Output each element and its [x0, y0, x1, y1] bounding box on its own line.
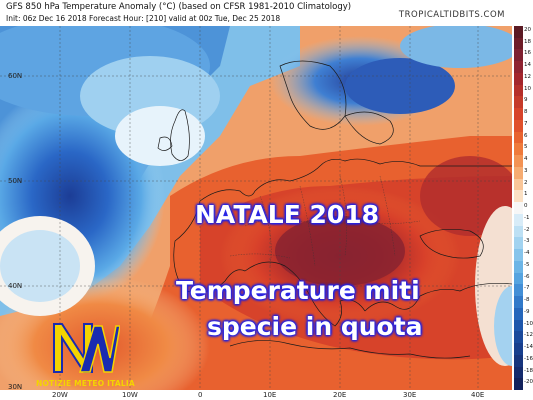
logo-nm-icon	[53, 323, 121, 373]
scale-swatch	[514, 178, 523, 191]
scale-swatch	[514, 84, 523, 97]
graticule	[0, 26, 512, 390]
scale-label: -5	[524, 261, 530, 268]
scale-label: 3	[524, 167, 528, 174]
scale-swatch	[514, 307, 523, 321]
scale-swatch	[514, 366, 523, 379]
scale-label: 20	[524, 27, 531, 33]
scale-swatch	[514, 166, 523, 180]
scale-swatch	[514, 284, 523, 297]
lat-label-60n: 60N	[8, 72, 23, 80]
scale-label: 6	[524, 132, 528, 139]
scale-swatch	[514, 260, 523, 274]
logo-text: NOTIZIE METEO ITALIA	[36, 379, 135, 388]
scale-label: -12	[524, 332, 533, 339]
scale-swatch	[514, 72, 523, 86]
scale-label: 16	[524, 50, 531, 57]
scale-label: 4	[524, 156, 528, 163]
lat-label-30n: 30N	[8, 383, 23, 391]
scale-label: -8	[524, 297, 530, 304]
scale-swatch	[514, 331, 523, 344]
lon-label-10w: 10W	[122, 391, 138, 399]
lat-label-50n: 50N	[8, 177, 23, 185]
lon-label-20w: 20W	[52, 391, 68, 399]
color-scale: 20 18 16 14 12 10 9 8 7 6 5 4 3 2 1 0 -1 -2 -3 -4 -5 -6 -7 -8 -9…	[513, 26, 533, 391]
scale-label: -6	[524, 273, 530, 280]
lat-label-40n: 40N	[8, 282, 23, 290]
scale-swatch	[514, 343, 523, 356]
scale-swatch	[514, 61, 523, 74]
scale-label: -7	[524, 285, 530, 292]
scale-swatch	[514, 143, 523, 156]
scale-label: 7	[524, 120, 528, 127]
overlay-line-2: specie in quota	[207, 312, 423, 341]
scale-label: 12	[524, 73, 531, 80]
overlay-title: NATALE 2018	[195, 200, 380, 229]
site-credit: TROPICALTIDBITS.COM	[398, 10, 505, 20]
scale-swatch	[514, 249, 523, 262]
lon-label-0: 0	[198, 391, 203, 399]
scale-swatch	[514, 225, 523, 238]
chart-subtitle: Init: 06z Dec 16 2018 Forecast Hour: [21…	[6, 14, 281, 23]
scale-label: 5	[524, 144, 528, 151]
scale-label: 14	[524, 62, 531, 69]
scale-swatch	[514, 319, 523, 332]
scale-swatch	[514, 237, 523, 250]
scale-swatch	[514, 119, 523, 133]
scale-label: -2	[524, 226, 530, 233]
scale-label: -18	[524, 367, 533, 374]
scale-swatch	[514, 26, 523, 39]
scale-swatch	[514, 213, 523, 227]
anomaly-field	[0, 26, 512, 390]
scale-label: 18	[524, 38, 531, 45]
scale-label: -1	[524, 214, 530, 221]
scale-swatch	[514, 296, 523, 309]
scale-label: 8	[524, 109, 528, 116]
scale-label: 10	[524, 85, 531, 92]
scale-label: -9	[524, 308, 530, 315]
chart-title: GFS 850 hPa Temperature Anomaly (°C) (ba…	[6, 2, 352, 12]
lon-label-30e: 30E	[403, 391, 417, 399]
scale-label: 1	[524, 191, 528, 198]
chart-header: GFS 850 hPa Temperature Anomaly (°C) (ba…	[0, 0, 533, 26]
scale-swatch	[514, 378, 523, 391]
scale-swatch	[514, 155, 523, 168]
scale-swatch	[514, 49, 523, 62]
scale-swatch	[514, 202, 523, 215]
lon-label-40e: 40E	[471, 391, 485, 399]
scale-swatch	[514, 354, 523, 367]
scale-label: 2	[524, 179, 528, 186]
scale-label: -3	[524, 238, 530, 245]
lon-label-10e: 10E	[263, 391, 277, 399]
logo	[50, 318, 121, 376]
scale-swatch	[514, 37, 523, 50]
scale-swatch	[514, 108, 523, 121]
scale-label: 0	[524, 203, 528, 210]
lon-label-20e: 20E	[333, 391, 347, 399]
scale-label: -10	[524, 320, 533, 327]
coastlines	[157, 60, 512, 359]
scale-label: -20	[524, 379, 533, 386]
scale-swatch	[514, 131, 523, 144]
scale-label: 9	[524, 97, 528, 104]
scale-label: -16	[524, 355, 533, 362]
scale-label: -4	[524, 250, 530, 257]
scale-swatch	[514, 272, 523, 285]
scale-swatch	[514, 96, 523, 109]
borders	[229, 175, 421, 267]
scale-label: -14	[524, 344, 533, 351]
scale-swatch	[514, 190, 523, 203]
overlay-line-1: Temperature miti	[176, 276, 420, 305]
anomaly-map	[0, 26, 512, 390]
